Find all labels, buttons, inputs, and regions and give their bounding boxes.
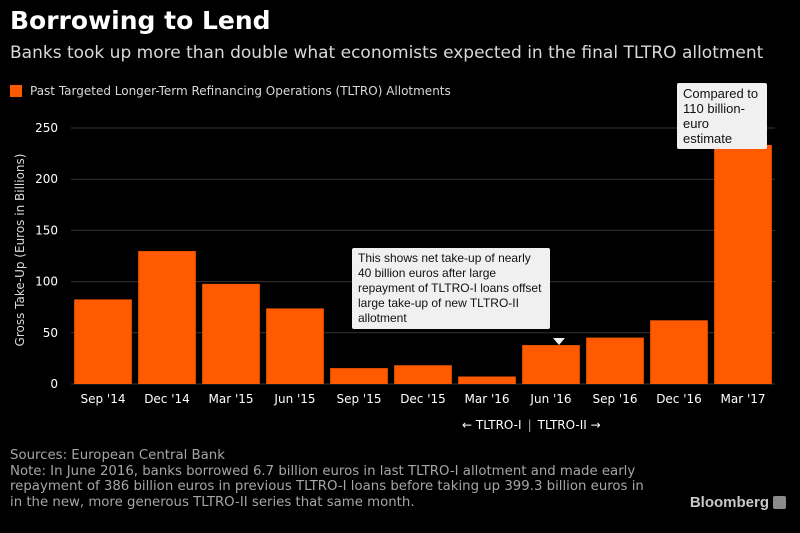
x-tick-label: Mar '15: [208, 392, 253, 406]
brand-name: Bloomberg: [689, 494, 769, 511]
legend: Past Targeted Longer-Term Refinancing Op…: [10, 84, 451, 98]
legend-swatch: [10, 85, 22, 97]
x-tick-label: Sep '14: [81, 392, 126, 406]
bar-chart: 0 50 100 150 200 250 Sep '14 Dec '14 Mar '15 Jun …: [35, 121, 775, 406]
bar: [586, 337, 644, 384]
x-tick-label: Sep '16: [593, 392, 638, 406]
y-tick-label: 200: [35, 172, 58, 186]
chart-subtitle: Banks took up more than double what econ…: [10, 43, 764, 63]
x-tick-label: Dec '15: [400, 392, 446, 406]
tltro-1-label: ← TLTRO-I: [462, 418, 522, 432]
bloomberg-logo: Bloomberg: [690, 494, 786, 511]
y-tick-label: 0: [50, 377, 58, 391]
bar: [202, 283, 260, 384]
callout-pointer: [553, 338, 565, 345]
bar: [330, 368, 388, 384]
source-text: Sources: European Central Bank: [10, 448, 225, 463]
bar: [394, 365, 452, 384]
chart-title: Borrowing to Lend: [10, 6, 271, 35]
y-axis-label: Gross Take-Up (Euros in Billions): [13, 153, 27, 347]
x-tick-label: Dec '14: [144, 392, 190, 406]
series-divider-labels: ← TLTRO-I | TLTRO-II →: [462, 418, 601, 432]
y-tick-label: 100: [35, 275, 58, 289]
x-tick-label: Dec '16: [656, 392, 702, 406]
bloomberg-icon: [773, 496, 786, 509]
x-tick-label: Sep '15: [337, 392, 382, 406]
bar: [650, 320, 708, 384]
series-separator: |: [527, 418, 532, 432]
y-tick-label: 150: [35, 223, 58, 237]
bar: [522, 345, 580, 384]
annotation-jun16: This shows net take-up of nearly 40 bill…: [352, 248, 550, 329]
bar: [714, 144, 772, 384]
footer: Sources: European Central Bank Note: In …: [10, 448, 650, 510]
x-tick-label: Jun '15: [273, 392, 315, 406]
x-tick-label: Jun '16: [529, 392, 571, 406]
tltro-2-label: TLTRO-II →: [537, 418, 601, 432]
x-tick-label: Mar '16: [464, 392, 509, 406]
note-text: Note: In June 2016, banks borrowed 6.7 b…: [10, 463, 644, 510]
bar: [138, 251, 196, 384]
y-tick-label: 50: [43, 326, 58, 340]
bar: [266, 308, 324, 384]
legend-label: Past Targeted Longer-Term Refinancing Op…: [30, 84, 451, 98]
bar: [74, 299, 132, 384]
bar: [458, 376, 516, 384]
x-tick-label: Mar '17: [720, 392, 765, 406]
y-tick-label: 250: [35, 121, 58, 135]
annotation-mar17: Compared to 110 billion-euro estimate: [677, 83, 767, 149]
